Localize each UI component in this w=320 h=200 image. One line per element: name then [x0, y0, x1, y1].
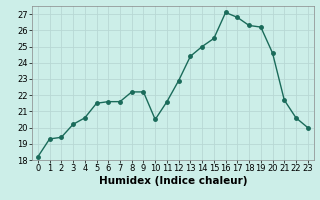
X-axis label: Humidex (Indice chaleur): Humidex (Indice chaleur) — [99, 176, 247, 186]
